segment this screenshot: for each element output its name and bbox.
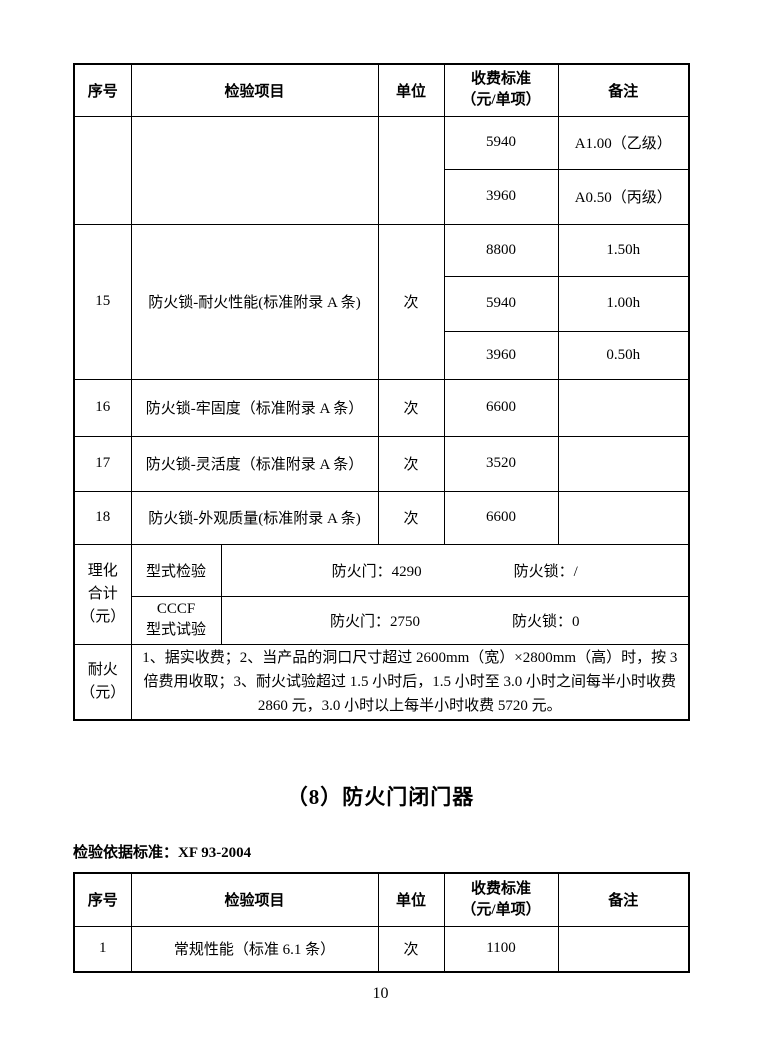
remark-cell: A0.50（丙级）	[557, 168, 690, 225]
test-type-cell: 型式检验	[130, 543, 222, 597]
fire-resistance-label: 耐火 （元）	[73, 643, 132, 720]
carryover-row-2: 3960 A0.50（丙级）	[74, 168, 690, 225]
row15-sub2: 5940 1.00h	[74, 275, 690, 332]
row17: 17 防火锁-灵活度（标准附录 A 条） 次 3520	[73, 435, 690, 492]
row-unit: 次	[377, 378, 445, 437]
fee-cell: 8800	[443, 223, 559, 277]
carryover-no-cell	[73, 115, 132, 225]
remark-cell: 0.50h	[557, 330, 690, 380]
row-no: 1	[73, 925, 132, 973]
row15-sub1: 15 防火锁-耐火性能(标准附录 A 条) 次 8800 1.50h	[73, 223, 690, 380]
row-unit: 次	[377, 925, 445, 973]
remark-cell	[557, 378, 690, 437]
header-fee-line2: （元/单项）	[461, 92, 541, 109]
row18: 18 防火锁-外观质量(标准附录 A 条) 次 6600	[73, 490, 690, 545]
fee-cell: 6600	[443, 378, 559, 437]
fire-resistance-label-line1: 耐火	[87, 661, 118, 678]
remark-cell	[557, 435, 690, 492]
standard-reference: 检验依据标准：XF 93-2004	[73, 845, 252, 861]
fire-resistance-note: 1、据实收费；2、当产品的洞口尺寸超过 2600mm（宽）×2800mm（高）时…	[130, 643, 690, 720]
header-fee-line2: （元/单项）	[461, 901, 541, 918]
fee-table-door-closer: 序号 检验项目 单位 收费标准 （元/单项） 备注 1 常规性能（标准 6.1 …	[73, 872, 691, 973]
door-fee-value: 防火门：4290	[331, 563, 422, 580]
header-fee-line1: 收费标准	[471, 71, 532, 88]
row15-unit: 次	[377, 223, 445, 380]
carryover-unit-cell	[377, 115, 445, 225]
header-unit: 单位	[377, 63, 445, 117]
row15-no: 15	[73, 223, 132, 380]
header-fee: 收费标准 （元/单项）	[443, 872, 559, 927]
fee-cell: 5940	[443, 275, 559, 332]
row-unit: 次	[377, 490, 445, 545]
fee-table-fire-lock: 序号 检验项目 单位 收费标准 （元/单项） 备注 5940 A1.00（乙级）…	[73, 63, 691, 721]
row-no: 16	[73, 378, 132, 437]
header-fee: 收费标准 （元/单项）	[443, 63, 559, 117]
carryover-row-1: 5940 A1.00（乙级）	[73, 115, 690, 225]
header-item: 检验项目	[130, 63, 379, 117]
header-remark: 备注	[557, 63, 690, 117]
row-item: 防火锁-灵活度（标准附录 A 条）	[130, 435, 379, 492]
row15-sub3: 3960 0.50h	[74, 330, 690, 380]
remark-cell: 1.00h	[557, 275, 690, 332]
test-type-line2: 型式试验	[145, 622, 206, 638]
header-item: 检验项目	[130, 872, 379, 927]
section-heading: （8）防火门闭门器	[286, 785, 475, 809]
table1-header-row: 序号 检验项目 单位 收费标准 （元/单项） 备注	[73, 63, 690, 117]
table2-row1: 1 常规性能（标准 6.1 条） 次 1100	[73, 925, 690, 973]
physical-total-values-2: 防火门：2750 防火锁：0	[220, 595, 690, 645]
fee-cell: 3960	[443, 168, 559, 225]
physical-total-label: 理化 合计 （元）	[73, 543, 132, 645]
remark-cell	[557, 925, 690, 973]
fee-cell: 5940	[443, 115, 559, 170]
physical-total-label-line2: 合计	[87, 585, 118, 602]
row15-item: 防火锁-耐火性能(标准附录 A 条)	[130, 223, 379, 380]
row-item: 常规性能（标准 6.1 条）	[130, 925, 379, 973]
header-no: 序号	[73, 872, 132, 927]
test-type-line1: CCCF	[156, 601, 196, 617]
remark-cell: A1.00（乙级）	[557, 115, 690, 170]
remark-cell: 1.50h	[557, 223, 690, 277]
header-no: 序号	[73, 63, 132, 117]
physical-total-row1: 理化 合计 （元） 型式检验 防火门：4290 防火锁：/	[73, 543, 690, 645]
carryover-item-cell	[130, 115, 379, 225]
fee-cell: 3520	[443, 435, 559, 492]
fee-cell: 3960	[443, 330, 559, 380]
fire-resistance-row: 耐火 （元） 1、据实收费；2、当产品的洞口尺寸超过 2600mm（宽）×280…	[73, 643, 690, 720]
row-item: 防火锁-牢固度（标准附录 A 条）	[130, 378, 379, 437]
row16: 16 防火锁-牢固度（标准附录 A 条） 次 6600	[73, 378, 690, 437]
fee-cell: 6600	[443, 490, 559, 545]
physical-total-values-1: 防火门：4290 防火锁：/	[220, 543, 690, 597]
lock-fee-value: 防火锁：0	[512, 613, 580, 630]
door-fee-value: 防火门：2750	[330, 613, 421, 630]
fire-resistance-label-line2: （元）	[80, 684, 126, 701]
header-fee-line1: 收费标准	[471, 880, 532, 897]
row-no: 18	[73, 490, 132, 545]
physical-total-label-line3: （元）	[80, 608, 126, 625]
row-unit: 次	[377, 435, 445, 492]
test-type-cell: CCCF 型式试验	[130, 595, 222, 645]
remark-cell	[557, 490, 690, 545]
row-item: 防火锁-外观质量(标准附录 A 条)	[130, 490, 379, 545]
header-remark: 备注	[557, 872, 690, 927]
row-no: 17	[73, 435, 132, 492]
table2-header-row: 序号 检验项目 单位 收费标准 （元/单项） 备注	[73, 872, 690, 927]
lock-fee-value: 防火锁：/	[513, 563, 578, 580]
physical-total-label-line1: 理化	[87, 562, 118, 579]
physical-total-row2: CCCF 型式试验 防火门：2750 防火锁：0	[74, 595, 690, 645]
page-number: 10	[372, 985, 389, 1002]
header-unit: 单位	[377, 872, 445, 927]
fee-cell: 1100	[443, 925, 559, 973]
